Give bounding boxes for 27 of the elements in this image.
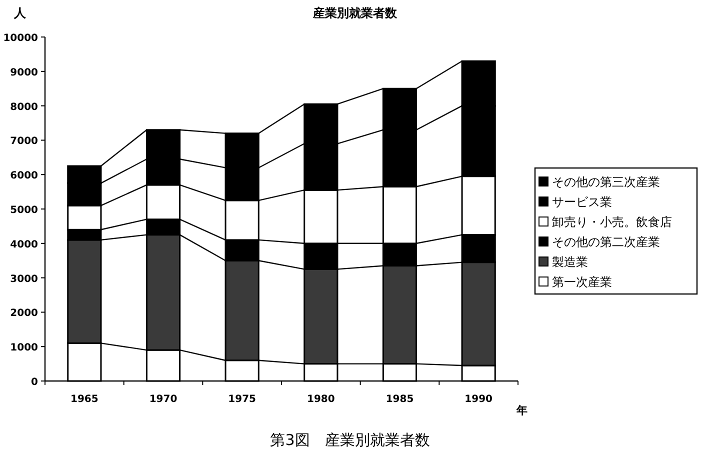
- y-tick-label: 9000: [10, 67, 38, 78]
- y-tick-label: 7000: [10, 136, 38, 148]
- x-axis-title: 年: [516, 404, 528, 417]
- x-tick-label: 1985: [386, 394, 414, 405]
- legend-label: 製造業: [552, 255, 588, 269]
- y-tick-label: 10000: [3, 33, 38, 44]
- legend-label: 卸売り・小売。飲食店: [552, 215, 672, 229]
- chart-title: 産業別就業者数: [312, 6, 398, 20]
- x-tick-label: 1990: [464, 394, 493, 405]
- x-tick-label: 1980: [306, 394, 335, 405]
- legend-label: その他の第三次産業: [552, 175, 660, 189]
- y-tick-label: 3000: [10, 274, 38, 285]
- x-tick-label: 1965: [70, 394, 98, 405]
- y-tick-label: 6000: [10, 170, 38, 182]
- y-axis-title: 人: [13, 6, 27, 20]
- legend-label: その他の第二次産業: [552, 235, 660, 249]
- x-tick-label: 1970: [149, 394, 178, 405]
- x-tick-label: 1975: [228, 394, 256, 405]
- y-tick-label: 1000: [10, 342, 38, 354]
- y-tick-label: 0: [31, 377, 38, 388]
- legend-label: 第一次産業: [552, 275, 612, 289]
- legend-label: サービス業: [552, 195, 612, 209]
- y-tick-label: 2000: [10, 308, 38, 320]
- y-tick-label: 4000: [10, 239, 38, 250]
- y-tick-label: 8000: [10, 102, 38, 113]
- y-tick-label: 5000: [10, 205, 38, 216]
- text: 第3図 産業別就業者数: [270, 431, 430, 449]
